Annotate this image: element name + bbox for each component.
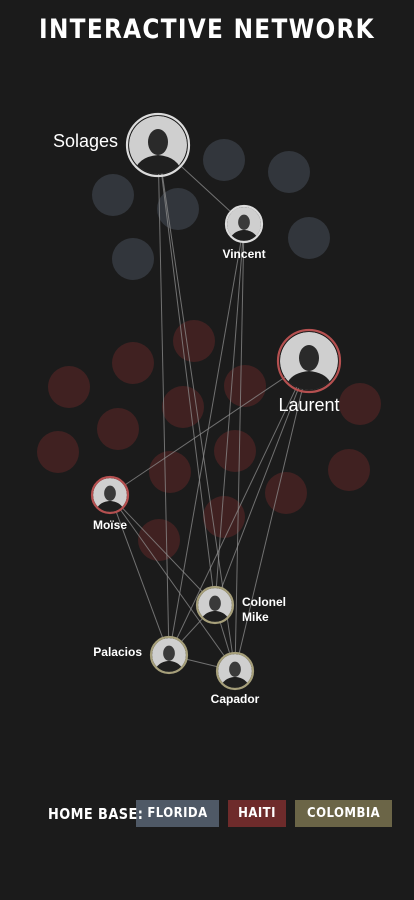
person-label: Palacios xyxy=(93,645,142,659)
haiti-blob xyxy=(138,519,180,561)
legend-florida-button[interactable]: FLORIDA xyxy=(136,800,219,827)
home-base-legend: HOME BASE: FLORIDA HAITI COLOMBIA xyxy=(48,800,392,827)
haiti-blob xyxy=(328,449,370,491)
florida-blob xyxy=(92,174,134,216)
person-label: Vincent xyxy=(222,247,265,261)
florida-blob xyxy=(112,238,154,280)
haiti-blob xyxy=(162,386,204,428)
person-label: Capador xyxy=(211,692,260,706)
person-node-capador[interactable] xyxy=(217,653,253,689)
person-label: Moïse xyxy=(93,518,127,532)
portrait-photo xyxy=(129,116,187,175)
haiti-blob xyxy=(214,430,256,472)
person-label: Colonel Mike xyxy=(242,595,286,624)
person-node-laurent[interactable] xyxy=(278,330,340,392)
person-label: Solages xyxy=(53,131,118,151)
haiti-blob xyxy=(149,451,191,493)
person-node-moise[interactable] xyxy=(92,477,128,513)
person-node-colonel-mike[interactable] xyxy=(197,587,233,623)
legend-title: HOME BASE: xyxy=(48,805,113,823)
florida-blob xyxy=(288,217,330,259)
haiti-blob xyxy=(112,342,154,384)
haiti-blob xyxy=(339,383,381,425)
haiti-blob xyxy=(173,320,215,362)
portrait-photo xyxy=(280,332,338,391)
florida-blob xyxy=(157,188,199,230)
legend-haiti-button[interactable]: HAITI xyxy=(228,800,286,827)
person-node-solages[interactable] xyxy=(127,114,189,176)
person-label: Laurent xyxy=(278,395,339,415)
florida-blob xyxy=(268,151,310,193)
haiti-blob xyxy=(37,431,79,473)
person-node-palacios[interactable] xyxy=(151,637,187,673)
haiti-blob xyxy=(48,366,90,408)
florida-blob xyxy=(203,139,245,181)
haiti-blob xyxy=(97,408,139,450)
legend-colombia-button[interactable]: COLOMBIA xyxy=(295,800,392,827)
haiti-blob xyxy=(265,472,307,514)
person-node-vincent[interactable] xyxy=(226,206,262,242)
connection-line xyxy=(110,495,215,605)
